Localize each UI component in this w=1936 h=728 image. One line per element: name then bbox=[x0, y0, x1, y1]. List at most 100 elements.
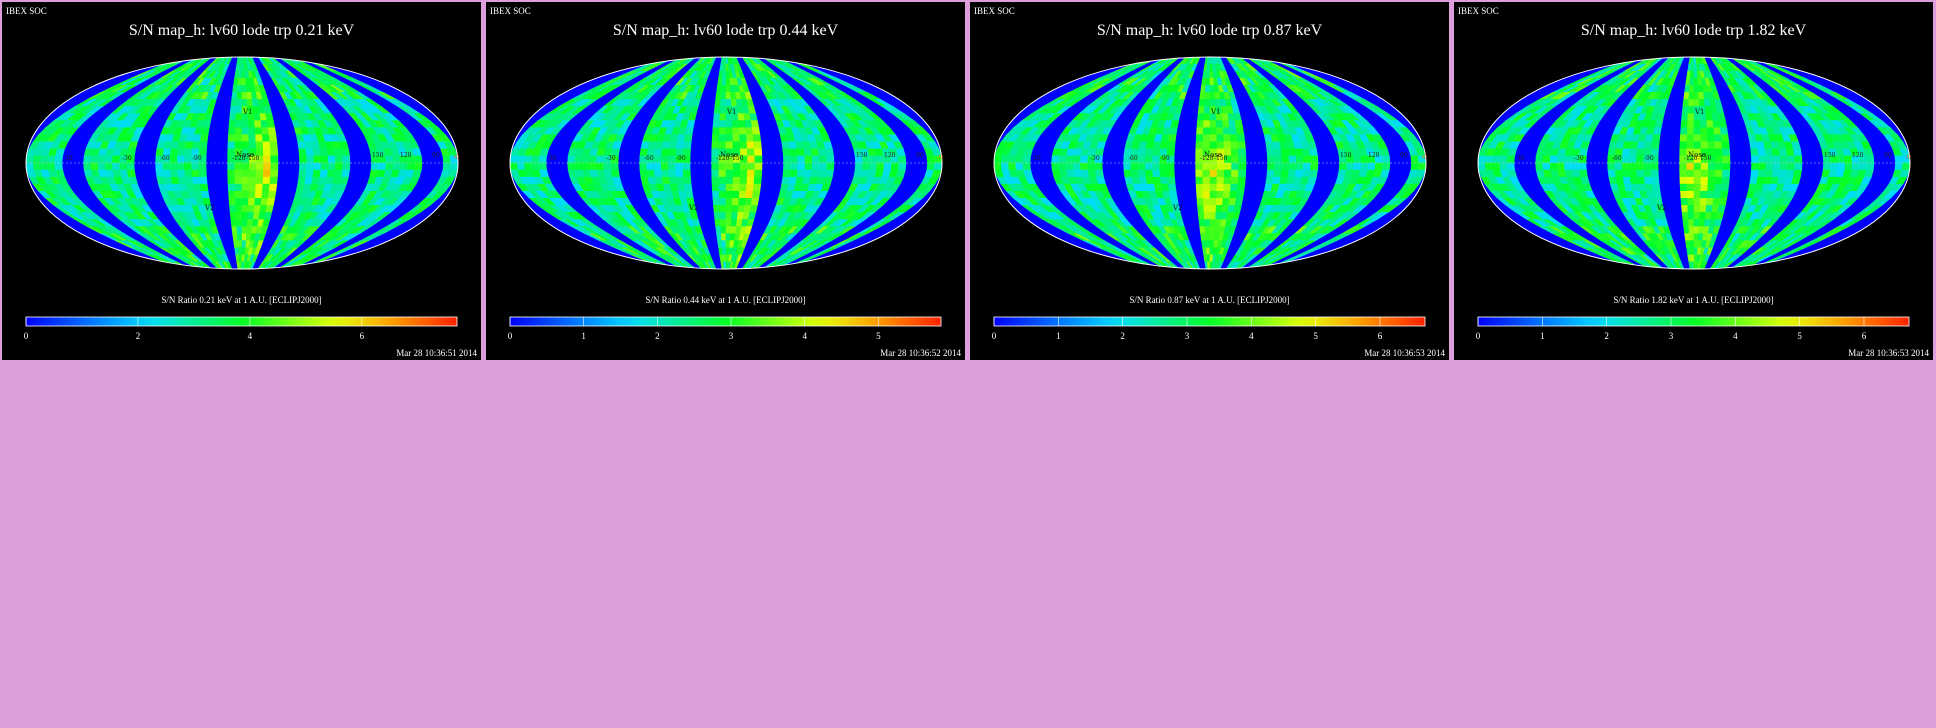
panel-row: 30 -30 -60 -90 -120 -150 150 120 90 -0 Nose V1 V2 IBE… bbox=[2, 2, 1933, 360]
sky-map-figure: 30 -30 -60 -90 -120 -150 150 120 90 -0 Nose V1 V2 bbox=[509, 56, 943, 327]
timestamp: Mar 28 10:36:53 2014 bbox=[1364, 348, 1445, 358]
longitude-label: 30 bbox=[1033, 155, 1041, 162]
panel-title: S/N map_h: lv60 lode trp 0.87 keV bbox=[1096, 22, 1323, 39]
longitude-label: -120 bbox=[716, 155, 730, 162]
longitude-label: -90 bbox=[676, 155, 686, 162]
sky-map-panel: 30 -30 -60 -90 -120 -150 150 120 90 -0 Nose V1 V2 IBE… bbox=[2, 2, 481, 360]
longitude-label: 30 bbox=[549, 155, 557, 162]
sky-map-pixels bbox=[1478, 57, 1910, 269]
panel-title: S/N map_h: lv60 lode trp 0.21 keV bbox=[128, 22, 355, 39]
colorbar-title: S/N Ratio 1.82 keV at 1 A.U. [ECLIPJ2000… bbox=[1613, 295, 1774, 305]
colorbar-tick-label: 4 bbox=[247, 331, 253, 341]
panel-title: S/N map_h: lv60 lode trp 1.82 keV bbox=[1580, 22, 1807, 39]
sky-map-figure: 30 -30 -60 -90 -120 -150 150 120 90 -0 Nose V1 V2 bbox=[25, 56, 459, 327]
colorbar-tick-label: 5 bbox=[1313, 331, 1318, 341]
longitude-label: 90 bbox=[1400, 152, 1408, 159]
v1-label: V1 bbox=[242, 108, 253, 116]
source-label: IBEX SOC bbox=[490, 6, 531, 16]
colorbar bbox=[25, 316, 458, 327]
colorbar-tick-label: 3 bbox=[728, 331, 734, 341]
v1-label: V1 bbox=[726, 108, 737, 116]
colorbar-title: S/N Ratio 0.21 keV at 1 A.U. [ECLIPJ2000… bbox=[161, 295, 322, 305]
longitude-end-label: -0 bbox=[937, 154, 943, 161]
colorbar-tick-label: 4 bbox=[1733, 331, 1738, 341]
colorbar bbox=[1477, 316, 1910, 327]
longitude-label: 150 bbox=[856, 152, 868, 159]
sky-map-pixels bbox=[510, 57, 942, 269]
source-label: IBEX SOC bbox=[974, 6, 1015, 16]
colorbar-tick-label: 4 bbox=[802, 331, 807, 341]
colorbar-tick-label: 5 bbox=[876, 331, 881, 341]
longitude-label: -60 bbox=[1612, 155, 1622, 162]
v1-label: V1 bbox=[1694, 108, 1705, 116]
longitude-label: -120 bbox=[1684, 155, 1698, 162]
colorbar-tick-label: 0 bbox=[991, 331, 997, 341]
timestamp: Mar 28 10:36:52 2014 bbox=[880, 348, 961, 358]
colorbar-tick-label: 2 bbox=[1604, 331, 1609, 341]
nose-label: Nose bbox=[236, 151, 254, 159]
sky-map-pixels bbox=[994, 57, 1426, 269]
longitude-label: -90 bbox=[1644, 155, 1654, 162]
v2-label: V2 bbox=[1656, 204, 1667, 212]
colorbar-tick-label: 0 bbox=[23, 331, 29, 341]
panel-title: S/N map_h: lv60 lode trp 0.44 keV bbox=[612, 22, 839, 39]
longitude-label: 120 bbox=[1368, 152, 1380, 159]
longitude-label: -30 bbox=[1090, 155, 1100, 162]
colorbar-tick-label: 6 bbox=[1377, 331, 1383, 341]
v2-label: V2 bbox=[688, 204, 699, 212]
colorbar bbox=[993, 316, 1426, 327]
longitude-end-label: -0 bbox=[1421, 154, 1427, 161]
sky-map-pixels bbox=[26, 57, 458, 269]
v2-label: V2 bbox=[204, 204, 215, 212]
colorbar-tick-label: 4 bbox=[1249, 331, 1254, 341]
sky-map-panel: 30 -30 -60 -90 -120 -150 150 120 90 -0 Nose V1 V2 IBE… bbox=[486, 2, 965, 360]
colorbar-tick-label: 6 bbox=[1861, 331, 1867, 341]
colorbar-tick-label: 2 bbox=[135, 331, 141, 341]
longitude-label: -30 bbox=[122, 155, 132, 162]
sky-map-figure: 30 -30 -60 -90 -120 -150 150 120 90 -0 Nose V1 V2 bbox=[1477, 56, 1911, 327]
longitude-label: -120 bbox=[232, 155, 246, 162]
colorbar-tick-label: 0 bbox=[507, 331, 513, 341]
longitude-label: -60 bbox=[644, 155, 654, 162]
colorbar-title: S/N Ratio 0.44 keV at 1 A.U. [ECLIPJ2000… bbox=[645, 295, 806, 305]
source-label: IBEX SOC bbox=[1458, 6, 1499, 16]
longitude-label: 150 bbox=[1340, 152, 1352, 159]
longitude-label: -150 bbox=[246, 155, 260, 162]
longitude-label: -150 bbox=[730, 155, 744, 162]
sky-map-panel: 30 -30 -60 -90 -120 -150 150 120 90 -0 Nose V1 V2 IBE… bbox=[970, 2, 1449, 360]
colorbar-tick-label: 1 bbox=[1056, 331, 1061, 341]
longitude-label: 90 bbox=[1884, 152, 1892, 159]
longitude-label: 30 bbox=[65, 155, 73, 162]
colorbar-tick-label: 3 bbox=[1184, 331, 1190, 341]
longitude-label: -30 bbox=[606, 155, 616, 162]
longitude-label: 90 bbox=[432, 152, 440, 159]
colorbar-tick-label: 1 bbox=[581, 331, 586, 341]
longitude-label: -120 bbox=[1200, 155, 1214, 162]
longitude-label: 150 bbox=[1824, 152, 1836, 159]
sky-map-figure: 30 -30 -60 -90 -120 -150 150 120 90 -0 Nose V1 V2 bbox=[993, 56, 1427, 327]
source-label: IBEX SOC bbox=[6, 6, 47, 16]
longitude-label: 120 bbox=[400, 152, 412, 159]
longitude-label: -90 bbox=[192, 155, 202, 162]
longitude-label: -60 bbox=[1128, 155, 1138, 162]
longitude-label: -150 bbox=[1698, 155, 1712, 162]
longitude-label: 120 bbox=[884, 152, 896, 159]
timestamp: Mar 28 10:36:51 2014 bbox=[396, 348, 477, 358]
colorbar-tick-label: 5 bbox=[1797, 331, 1802, 341]
longitude-label: 150 bbox=[372, 152, 384, 159]
longitude-end-label: -0 bbox=[1905, 154, 1911, 161]
colorbar-tick-label: 3 bbox=[1668, 331, 1674, 341]
colorbar-tick-label: 2 bbox=[655, 331, 660, 341]
nose-label: Nose bbox=[1688, 151, 1706, 159]
longitude-label: 120 bbox=[1852, 152, 1864, 159]
longitude-label: 30 bbox=[1517, 155, 1525, 162]
v2-label: V2 bbox=[1172, 204, 1183, 212]
longitude-end-label: -0 bbox=[453, 154, 459, 161]
colorbar-tick-label: 2 bbox=[1120, 331, 1125, 341]
longitude-label: -150 bbox=[1214, 155, 1228, 162]
longitude-label: -60 bbox=[160, 155, 170, 162]
colorbar-tick-label: 1 bbox=[1540, 331, 1545, 341]
sky-map-panel: 30 -30 -60 -90 -120 -150 150 120 90 -0 Nose V1 V2 IBE… bbox=[1454, 2, 1933, 360]
timestamp: Mar 28 10:36:53 2014 bbox=[1848, 348, 1929, 358]
longitude-label: 90 bbox=[916, 152, 924, 159]
